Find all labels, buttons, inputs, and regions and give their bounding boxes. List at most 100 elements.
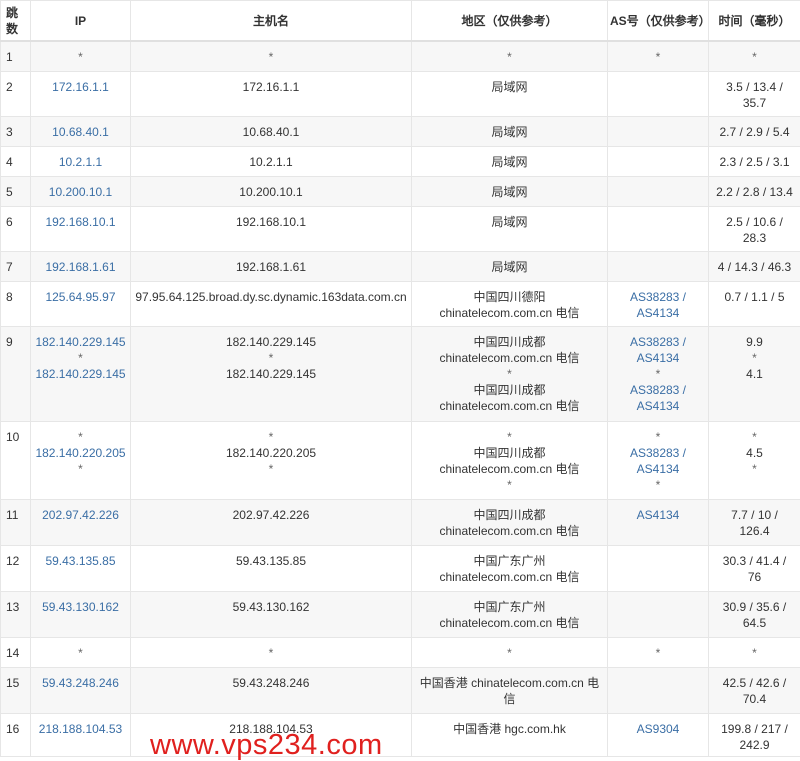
time-cell: 7.7 / 10 /126.4 bbox=[709, 499, 800, 545]
time-text: 28.3 bbox=[711, 230, 798, 246]
as-text: * bbox=[610, 477, 706, 493]
region-text: 局域网 bbox=[414, 79, 605, 95]
ip-text: * bbox=[33, 49, 128, 65]
header-region: 地区（仅供参考） bbox=[412, 1, 608, 42]
region-text: 信 bbox=[414, 691, 605, 707]
time-text: 2.7 / 2.9 / 5.4 bbox=[711, 124, 798, 140]
time-cell: 9.9*4.1 bbox=[709, 326, 800, 421]
as-link[interactable]: AS38283 / bbox=[610, 289, 706, 305]
host-text: 172.16.1.1 bbox=[133, 79, 409, 95]
as-link[interactable]: AS4134 bbox=[610, 507, 706, 523]
time-cell: 2.7 / 2.9 / 5.4 bbox=[709, 116, 800, 146]
region-text: 中国广东广州 bbox=[414, 599, 605, 615]
as-text: * bbox=[610, 49, 706, 65]
time-text: * bbox=[711, 645, 798, 661]
host-cell: 97.95.64.125.broad.dy.sc.dynamic.163data… bbox=[131, 281, 412, 326]
ip-cell: * bbox=[31, 41, 131, 71]
as-link[interactable]: AS38283 / bbox=[610, 334, 706, 350]
ip-link[interactable]: 182.140.229.145 bbox=[33, 334, 128, 350]
hop-number: 7 bbox=[1, 251, 31, 281]
region-text: 中国广东广州 bbox=[414, 553, 605, 569]
host-cell: 182.140.229.145*182.140.229.145 bbox=[131, 326, 412, 421]
ip-cell: 10.200.10.1 bbox=[31, 176, 131, 206]
time-cell: * bbox=[709, 41, 800, 71]
region-text: 中国香港 hgc.com.hk bbox=[414, 721, 605, 737]
ip-link[interactable]: 59.43.135.85 bbox=[33, 553, 128, 569]
region-text: 局域网 bbox=[414, 214, 605, 230]
ip-link[interactable]: 182.140.220.205 bbox=[33, 445, 128, 461]
ip-link[interactable]: 59.43.130.162 bbox=[33, 599, 128, 615]
ip-cell: 10.68.40.1 bbox=[31, 116, 131, 146]
time-text: 2.5 / 10.6 / bbox=[711, 214, 798, 230]
ip-cell: 192.168.10.1 bbox=[31, 206, 131, 251]
region-text: chinatelecom.com.cn 电信 bbox=[414, 569, 605, 585]
ip-link[interactable]: 192.168.10.1 bbox=[33, 214, 128, 230]
host-cell: 10.200.10.1 bbox=[131, 176, 412, 206]
ip-link[interactable]: 10.2.1.1 bbox=[33, 154, 128, 170]
time-text: 9.9 bbox=[711, 334, 798, 350]
as-cell: AS38283 /AS4134 bbox=[608, 281, 709, 326]
host-cell: * bbox=[131, 41, 412, 71]
region-cell: * bbox=[412, 41, 608, 71]
time-text: * bbox=[711, 350, 798, 366]
time-cell: 30.9 / 35.6 /64.5 bbox=[709, 591, 800, 637]
region-cell: 局域网 bbox=[412, 176, 608, 206]
ip-link[interactable]: 192.168.1.61 bbox=[33, 259, 128, 275]
host-text: * bbox=[133, 461, 409, 477]
as-link[interactable]: AS4134 bbox=[610, 398, 706, 414]
host-text: 202.97.42.226 bbox=[133, 507, 409, 523]
region-text: chinatelecom.com.cn 电信 bbox=[414, 461, 605, 477]
hop-number: 10 bbox=[1, 421, 31, 499]
header-hop: 跳数 bbox=[1, 1, 31, 42]
region-text: chinatelecom.com.cn 电信 bbox=[414, 305, 605, 321]
as-link[interactable]: AS9304 bbox=[610, 721, 706, 737]
ip-text: * bbox=[33, 645, 128, 661]
ip-link[interactable]: 10.68.40.1 bbox=[33, 124, 128, 140]
time-cell: 30.3 / 41.4 /76 bbox=[709, 545, 800, 591]
region-text: * bbox=[414, 477, 605, 493]
ip-link[interactable]: 172.16.1.1 bbox=[33, 79, 128, 95]
ip-link[interactable]: 10.200.10.1 bbox=[33, 184, 128, 200]
as-link[interactable]: AS4134 bbox=[610, 350, 706, 366]
time-text: 4.5 bbox=[711, 445, 798, 461]
host-text: * bbox=[133, 429, 409, 445]
as-cell: * bbox=[608, 41, 709, 71]
hop-number: 5 bbox=[1, 176, 31, 206]
time-cell: 42.5 / 42.6 /70.4 bbox=[709, 667, 800, 713]
as-link[interactable]: AS4134 bbox=[610, 305, 706, 321]
as-cell: * bbox=[608, 637, 709, 667]
table-header: 跳数 IP 主机名 地区（仅供参考） AS号（仅供参考） 时间（毫秒） bbox=[1, 1, 800, 42]
time-text: 3.5 / 13.4 / bbox=[711, 79, 798, 95]
ip-link[interactable]: 59.43.248.246 bbox=[33, 675, 128, 691]
ip-link[interactable]: 218.188.104.53 bbox=[33, 721, 128, 737]
as-link[interactable]: AS38283 / bbox=[610, 382, 706, 398]
as-cell: AS9304 bbox=[608, 713, 709, 756]
as-link[interactable]: AS38283 / bbox=[610, 445, 706, 461]
region-text: 局域网 bbox=[414, 259, 605, 275]
time-text: * bbox=[711, 49, 798, 65]
as-cell bbox=[608, 545, 709, 591]
hop-number: 13 bbox=[1, 591, 31, 637]
ip-text: * bbox=[33, 461, 128, 477]
host-text: 182.140.220.205 bbox=[133, 445, 409, 461]
ip-link[interactable]: 182.140.229.145 bbox=[33, 366, 128, 382]
ip-link[interactable]: 125.64.95.97 bbox=[33, 289, 128, 305]
ip-cell: 59.43.130.162 bbox=[31, 591, 131, 637]
region-cell: 局域网 bbox=[412, 71, 608, 116]
host-cell: 192.168.1.61 bbox=[131, 251, 412, 281]
time-cell: 2.2 / 2.8 / 13.4 bbox=[709, 176, 800, 206]
hop-number: 16 bbox=[1, 713, 31, 756]
ip-link[interactable]: 202.97.42.226 bbox=[33, 507, 128, 523]
as-cell bbox=[608, 71, 709, 116]
as-text: * bbox=[610, 645, 706, 661]
host-cell: 59.43.135.85 bbox=[131, 545, 412, 591]
hop-number: 3 bbox=[1, 116, 31, 146]
region-text: 中国四川成都 bbox=[414, 382, 605, 398]
table-row: 1***** bbox=[1, 41, 800, 71]
region-text: 中国四川成都 bbox=[414, 334, 605, 350]
as-link[interactable]: AS4134 bbox=[610, 461, 706, 477]
header-ip: IP bbox=[31, 1, 131, 42]
